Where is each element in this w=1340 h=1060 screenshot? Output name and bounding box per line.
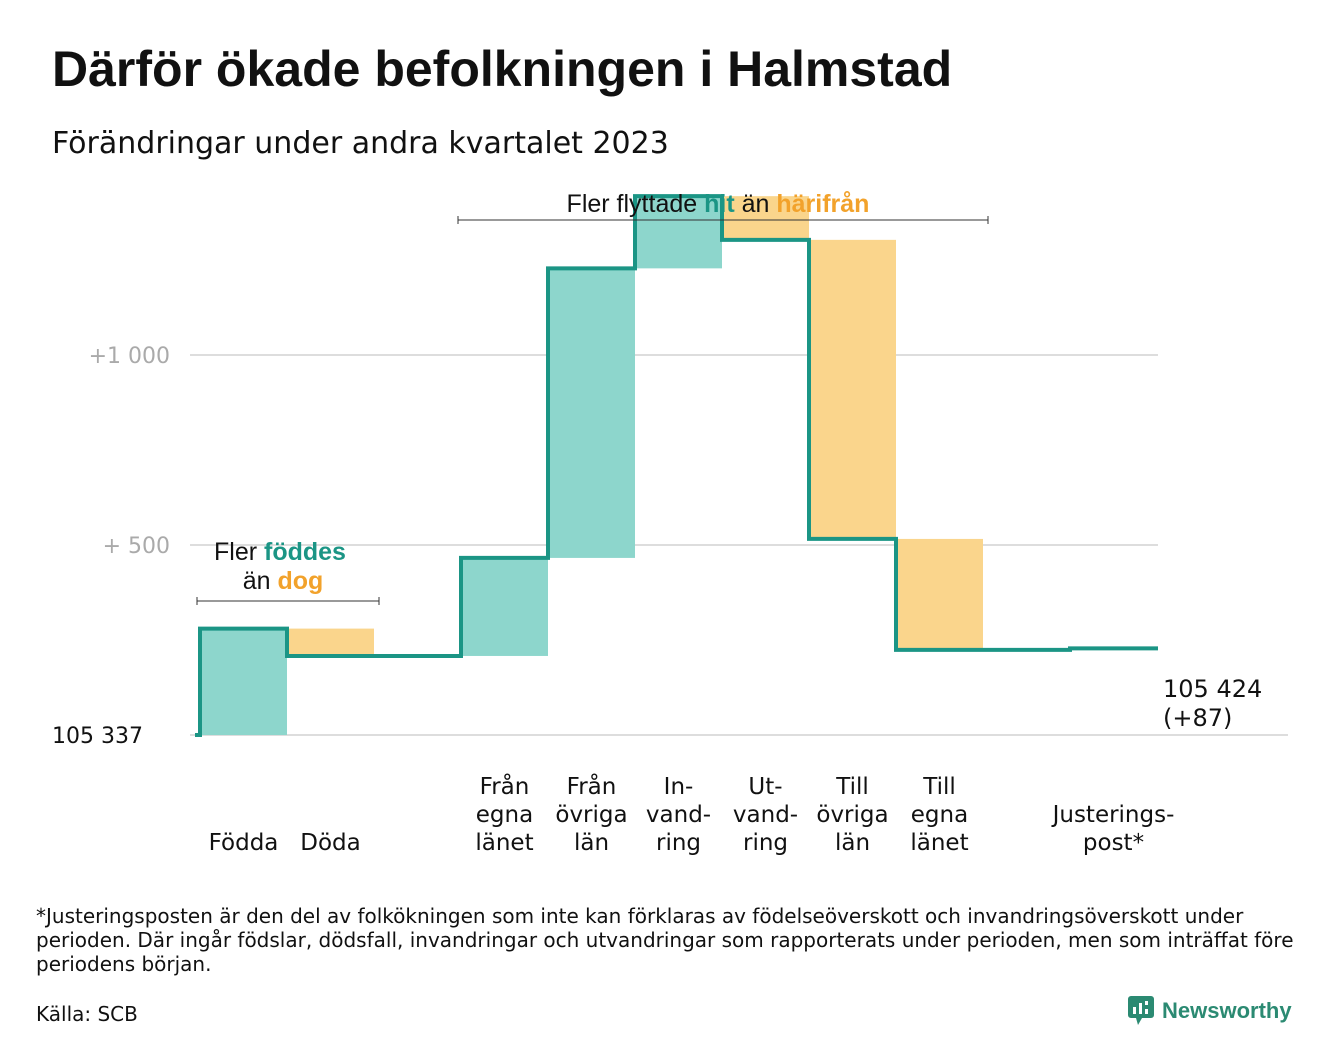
cumulative-step-line <box>195 194 1158 737</box>
end-value-label: 105 424 <box>1163 675 1262 703</box>
newsworthy-chart-bubble-icon <box>1128 996 1154 1025</box>
category-label: län <box>835 830 870 856</box>
category-label: övriga <box>555 802 627 828</box>
y-tick-label: +1 000 <box>89 344 170 369</box>
category-label: In- <box>664 774 694 800</box>
end-change-label: (+87) <box>1163 704 1232 732</box>
births-annotation-part: Fler <box>214 538 264 566</box>
births-annotation: Fler föddes <box>214 538 346 566</box>
category-label: ring <box>656 830 701 856</box>
migration-annotation: Fler flyttade hit än härifrån <box>567 190 870 218</box>
category-label: övriga <box>816 802 888 828</box>
category-label: ring <box>743 830 788 856</box>
category-label: Till <box>922 774 956 800</box>
chart-subtitle: Förändringar under andra kvartalet 2023 <box>52 126 669 161</box>
start-value-label: 105 337 <box>52 724 143 749</box>
waterfall-bar <box>635 196 722 269</box>
category-label: egna <box>476 802 533 828</box>
source-note: Källa: SCB <box>36 1002 138 1026</box>
category-label: länet <box>475 830 533 856</box>
category-label: län <box>574 830 609 856</box>
waterfall-bar <box>548 268 635 558</box>
newsworthy-logo[interactable]: Newsworthy <box>1128 996 1292 1026</box>
waterfall-bar <box>809 239 896 539</box>
waterfall-bar <box>200 628 287 735</box>
footnote: *Justeringsposten är den del av folkökni… <box>36 904 1294 976</box>
category-label: vand- <box>733 802 798 828</box>
category-label: Från <box>567 772 617 800</box>
waterfall-bar <box>287 628 374 656</box>
migration-annotation-part: Fler flyttade <box>567 190 705 218</box>
births-annotation-part: föddes <box>264 538 346 566</box>
waterfall-bar <box>722 196 809 240</box>
waterfall-bar <box>461 557 548 656</box>
births-annotation-line2: än dog <box>243 567 324 595</box>
migration-annotation-part: hit <box>704 190 735 218</box>
migration-annotation-part: härifrån <box>776 190 869 218</box>
waterfall-bar <box>896 538 983 650</box>
category-label: post* <box>1083 830 1144 856</box>
chart-title: Därför ökade befolkningen i Halmstad <box>52 41 953 97</box>
category-label: Födda <box>209 830 279 856</box>
category-label: vand- <box>646 802 711 828</box>
births-annotation-line2-part: än <box>243 567 278 595</box>
category-label: länet <box>910 830 968 856</box>
births-annotation-line2-part: dog <box>277 567 323 595</box>
category-label: Till <box>835 774 869 800</box>
category-label: Döda <box>300 830 360 856</box>
category-label: Från <box>480 772 530 800</box>
category-label: Justerings- <box>1051 802 1175 828</box>
migration-annotation-part: än <box>735 190 777 218</box>
category-label: egna <box>911 802 968 828</box>
brand-name: Newsworthy <box>1162 998 1292 1023</box>
y-tick-label: + 500 <box>103 534 170 559</box>
category-label: Ut- <box>748 774 782 800</box>
